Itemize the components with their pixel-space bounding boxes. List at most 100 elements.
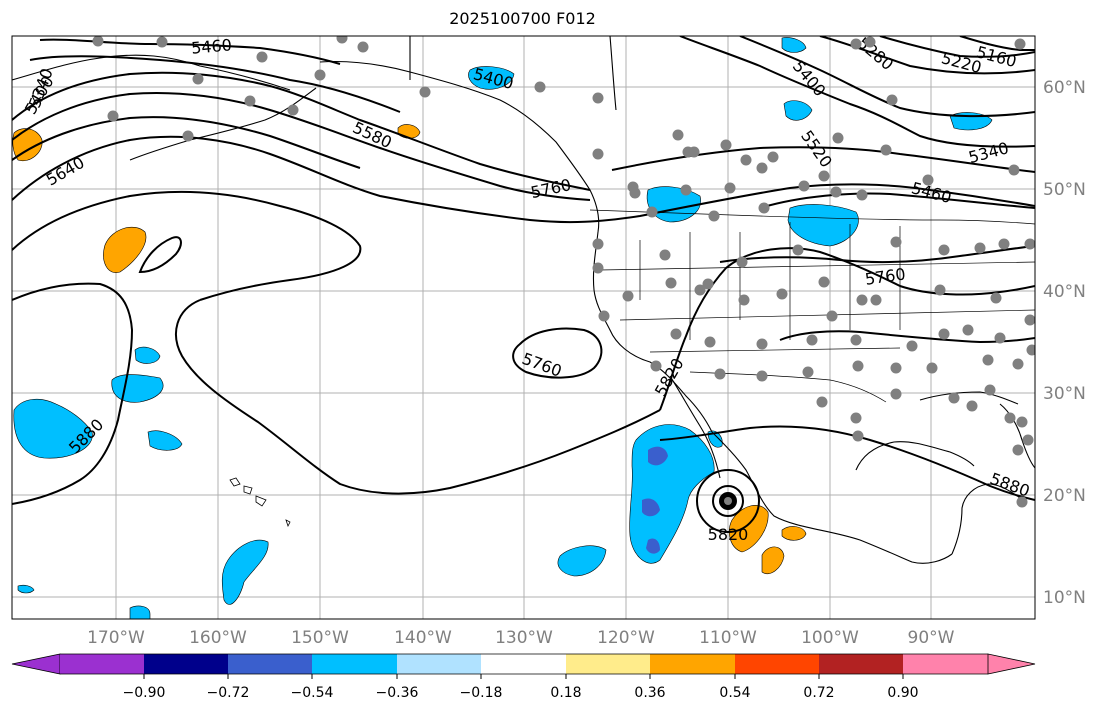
station-dot	[818, 276, 830, 288]
contour-label: 5820	[708, 525, 749, 544]
blob-negative	[13, 398, 93, 459]
height-contours	[12, 36, 1035, 533]
station-dot	[832, 132, 844, 144]
latitude-label: 10°N	[1043, 588, 1086, 608]
longitude-label: 170°W	[87, 628, 145, 648]
blob-positive	[12, 128, 43, 162]
colorbar-segment	[819, 654, 903, 674]
station-dot	[419, 86, 431, 98]
blob-negative	[111, 374, 164, 403]
colorbar-tick-label: −0.18	[460, 685, 503, 701]
colorbar-segment	[397, 654, 481, 674]
station-dot	[998, 238, 1010, 250]
colorbar-tick-label: 0.54	[719, 685, 750, 701]
colorbar-segment	[312, 654, 397, 674]
station-dot	[948, 392, 960, 404]
station-dot	[864, 36, 876, 48]
station-dot	[880, 144, 892, 156]
station-dot	[850, 412, 862, 424]
station-dot	[738, 294, 750, 306]
colorbar-tick-label: −0.54	[291, 685, 334, 701]
blob-positive	[103, 226, 147, 273]
station-dot	[850, 334, 862, 346]
station-dot	[598, 310, 610, 322]
station-dot	[1024, 314, 1035, 326]
station-dot	[720, 139, 732, 151]
blob-negative	[147, 430, 183, 451]
station-dot	[670, 328, 682, 340]
station-dot	[702, 278, 714, 290]
station-dot	[830, 186, 842, 198]
station-dot	[534, 81, 546, 93]
station-dot	[1008, 164, 1020, 176]
map-title: 2025100700 F012	[449, 9, 596, 28]
station-dot	[724, 182, 736, 194]
station-dot	[244, 95, 256, 107]
longitude-label: 100°W	[801, 628, 859, 648]
station-dot	[966, 400, 978, 412]
station-dot	[906, 340, 918, 352]
colorbar-segment	[903, 654, 988, 674]
station-dot	[256, 51, 268, 63]
station-dot	[592, 262, 604, 274]
station-dot	[756, 338, 768, 350]
station-dot	[806, 334, 818, 346]
station-dot	[1016, 416, 1028, 428]
station-dot	[974, 242, 986, 254]
station-dot	[758, 202, 770, 214]
blob-negative	[468, 66, 515, 90]
blob-negative	[129, 605, 151, 619]
blob-negative	[221, 539, 269, 605]
longitude-label: 140°W	[394, 628, 452, 648]
colorbar-tick-label: 0.36	[634, 685, 665, 701]
colorbar-segment	[650, 654, 735, 674]
station-dot	[767, 151, 779, 163]
station-dot	[336, 36, 348, 44]
colorbar-ticks: −0.90 −0.72 −0.54 −0.36 −0.18 0.18 0.36 0.54 0.7…	[123, 674, 919, 701]
station-dot	[826, 310, 838, 322]
contour-label: 5460	[190, 35, 232, 57]
station-dot	[704, 336, 716, 348]
station-dot	[287, 104, 299, 116]
station-dot	[708, 210, 720, 222]
station-dot	[890, 388, 902, 400]
station-dot	[1016, 496, 1028, 508]
latitude-label: 20°N	[1043, 486, 1086, 506]
blob-strong-negative	[648, 446, 668, 466]
station-dot	[92, 36, 104, 47]
station-dot	[984, 384, 996, 396]
blob-negative	[134, 346, 161, 364]
station-dot	[802, 366, 814, 378]
station-dot	[890, 236, 902, 248]
station-dot	[1004, 412, 1016, 424]
blob-positive	[761, 546, 785, 575]
station-dot	[1022, 434, 1034, 446]
blob-negative	[781, 37, 807, 53]
station-dot	[934, 284, 946, 296]
colorbar	[11, 653, 1036, 675]
longitude-label: 160°W	[189, 628, 247, 648]
station-dot	[852, 430, 864, 442]
colorbar-extend-max	[987, 653, 1036, 675]
station-dot	[982, 354, 994, 366]
station-dot	[776, 288, 788, 300]
station-dot	[856, 294, 868, 306]
station-dot	[756, 370, 768, 382]
station-dot	[646, 206, 658, 218]
station-dot	[107, 110, 119, 122]
station-dot	[938, 328, 950, 340]
station-dot	[672, 129, 684, 141]
latitude-label: 40°N	[1043, 282, 1086, 302]
station-dot	[798, 180, 810, 192]
station-dot	[629, 187, 641, 199]
station-dot	[714, 368, 726, 380]
station-dot	[756, 162, 768, 174]
colorbar-tick-label: −0.72	[207, 685, 250, 701]
station-dot	[890, 362, 902, 374]
blob-positive	[781, 526, 807, 541]
station-dot	[1026, 344, 1035, 356]
blob-negative	[783, 100, 813, 121]
low-pressure-core	[724, 497, 732, 505]
colorbar-segment	[60, 654, 144, 674]
station-dot	[856, 189, 868, 201]
